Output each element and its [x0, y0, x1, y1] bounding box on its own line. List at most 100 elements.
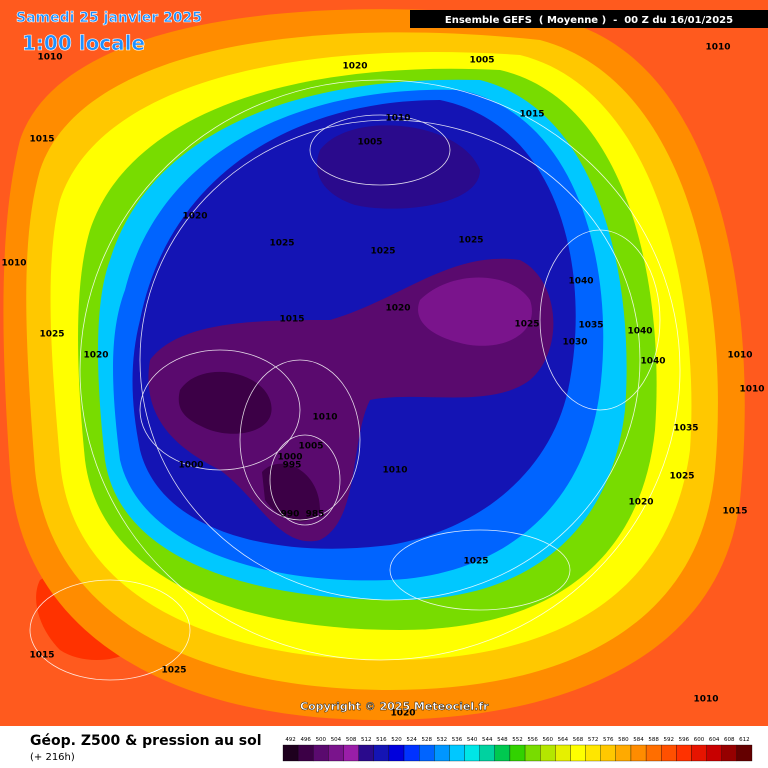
colorbar-swatch — [464, 744, 480, 762]
isobar-label: 985 — [306, 510, 325, 520]
colorbar-label: 560 — [543, 737, 554, 743]
colorbar-label: 572 — [588, 737, 599, 743]
band-indigo — [316, 125, 480, 209]
isobar-label: 990 — [281, 510, 300, 520]
footer-lead: (+ 216h) — [30, 752, 75, 763]
colorbar-label: 524 — [406, 737, 417, 743]
isobar-label: 1025 — [463, 557, 488, 567]
colorbar-swatch — [403, 744, 420, 762]
isobar-labels: 1010 1020 1005 1010 1015 1010 1015 1005 1020 1025… — [1, 43, 764, 719]
isobar-label: 1020 — [182, 212, 207, 222]
colorbar-swatch — [661, 744, 677, 762]
isobar — [79, 79, 681, 661]
isobar — [139, 349, 301, 471]
isobar-label: 1010 — [382, 466, 407, 476]
isobar-label: 1010 — [1, 259, 26, 269]
colorbar-swatch — [449, 744, 465, 762]
colorbar-label: 532 — [437, 737, 448, 743]
colorbar-swatch — [615, 744, 632, 762]
colorbar-label: 528 — [421, 737, 432, 743]
isobar-label: 1005 — [469, 56, 494, 66]
isobar-label: 1030 — [562, 338, 587, 348]
colorbar-swatch — [313, 744, 329, 762]
colorbar-label: 536 — [452, 737, 463, 743]
colorbar-label: 612 — [739, 737, 750, 743]
colorbar-label: 508 — [346, 737, 357, 743]
isobar-label: 1025 — [370, 247, 395, 257]
isobar-label: 995 — [283, 461, 302, 471]
isobar-label: 1010 — [385, 114, 410, 124]
isobar — [269, 434, 341, 526]
band-magenta — [418, 277, 532, 346]
model-box — [410, 10, 768, 28]
colorbar-label: 544 — [482, 737, 493, 743]
colorbar-swatch — [706, 744, 722, 762]
colorbar-label: 584 — [633, 737, 644, 743]
date: Samedi 25 janvier 2025 — [16, 10, 202, 26]
isobar-label: 1000 — [277, 453, 302, 463]
colorbar-label: 492 — [285, 737, 296, 743]
colorbar-label: 580 — [618, 737, 629, 743]
isobar-label: 1040 — [568, 277, 593, 287]
colorbar-label: 500 — [316, 737, 327, 743]
isobar-label: 1035 — [578, 321, 603, 331]
isobar — [139, 119, 641, 601]
colorbar-swatch — [524, 744, 541, 762]
isobar-label: 1025 — [458, 236, 483, 246]
colorbar-swatch — [555, 744, 571, 762]
band-dark-purple — [178, 371, 320, 522]
isobars — [29, 79, 681, 681]
colorbar-label: 600 — [694, 737, 705, 743]
colorbar-label: 568 — [573, 737, 584, 743]
isobar-label: 1015 — [29, 135, 54, 145]
colorbar-label: 496 — [300, 737, 311, 743]
colorbar: 492 496 500 504 508 512 516 520 524 528 532 536 540 5… — [282, 737, 753, 762]
colorbar-label: 564 — [558, 737, 569, 743]
colorbar-swatch — [645, 744, 662, 762]
colorbar-label: 516 — [376, 737, 387, 743]
isobar-label: 1015 — [519, 110, 544, 120]
isobar-label: 1015 — [279, 315, 304, 325]
isobar-label: 1020 — [390, 709, 415, 719]
colorbar-label: 576 — [603, 737, 614, 743]
isobar-label: 1015 — [29, 651, 54, 661]
colorbar-swatch — [388, 744, 405, 762]
colorbar-swatch — [676, 744, 692, 762]
colorbar-swatch — [721, 744, 738, 762]
colorbar-swatch — [328, 744, 344, 762]
isobar-label: 1020 — [385, 304, 410, 314]
isobar — [309, 114, 451, 186]
colorbar-swatch — [434, 744, 450, 762]
colorbar-swatch — [358, 744, 374, 762]
colorbar-swatch — [494, 744, 511, 762]
isobar-label: 1010 — [37, 53, 62, 63]
colorbar-label: 548 — [497, 737, 508, 743]
colorbar-label: 552 — [512, 737, 523, 743]
isobar-label: 1015 — [722, 507, 747, 517]
colorbar-label: 588 — [648, 737, 659, 743]
isobar-label: 1025 — [39, 330, 64, 340]
colorbar-swatch — [540, 744, 556, 762]
colorbar-swatch — [600, 744, 616, 762]
isobar — [29, 579, 191, 681]
isobar-label: 1005 — [298, 442, 323, 452]
local-time: 1:00 locale — [22, 31, 145, 55]
colorbar-swatch — [479, 744, 495, 762]
colorbar-label: 520 — [391, 737, 402, 743]
colorbar-label: 592 — [664, 737, 675, 743]
colorbar-label: 556 — [527, 737, 538, 743]
isobar-label: 1010 — [705, 43, 730, 53]
colorbar-swatch — [691, 744, 707, 762]
copyright: Copyright © 2025 Meteociel.fr — [300, 700, 489, 713]
colorbar-label: 504 — [331, 737, 342, 743]
colorbar-label: 596 — [679, 737, 690, 743]
colorbar-swatch — [373, 744, 390, 762]
colorbar-swatch — [343, 744, 359, 762]
isobar-label: 1035 — [673, 424, 698, 434]
isobar-label: 1025 — [161, 666, 186, 676]
isobar — [239, 359, 361, 521]
colorbar-swatch — [509, 744, 526, 762]
colorbar-swatch — [297, 744, 314, 762]
isobar-label: 1005 — [357, 138, 382, 148]
